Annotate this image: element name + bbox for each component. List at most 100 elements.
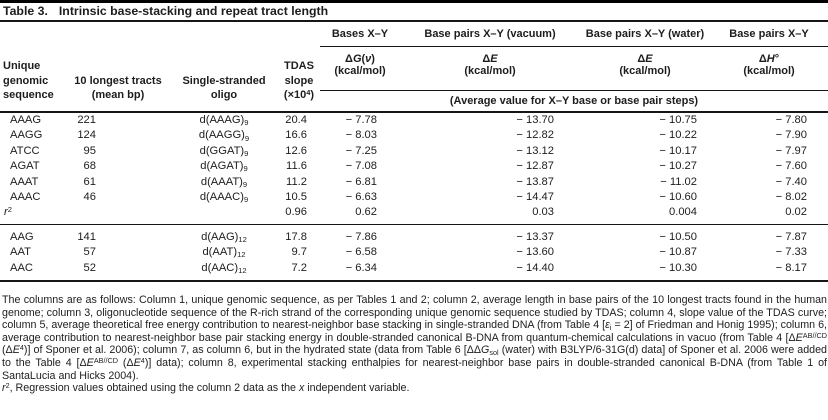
cell-tracts: 124	[77, 129, 96, 142]
cell-slope: 20.4	[285, 114, 307, 126]
table-footnotes: The columns are as follows: Column 1, un…	[0, 294, 828, 395]
cell-dh: − 7.40	[775, 175, 807, 188]
cell-seq: r2	[0, 205, 66, 225]
table-row: AAAC 46 d(AAAC)9 10.5 − 6.63 − 14.47 − 10.60 − …	[0, 190, 828, 205]
col-header-10-longest-tracts: 10 longest tracts (mean bp)	[66, 22, 170, 113]
cell-de_wat: − 10.17	[659, 144, 697, 157]
cell-de_wat: − 11.02	[660, 175, 697, 188]
table-row: AAC 52 d(AAC)12 7.2 − 6.34 − 14.40 − 10.30 − 8.…	[0, 261, 828, 281]
footnote-r2-note: r2, Regression values obtained using the…	[2, 381, 410, 395]
group-header-base-pairs-water: Base pairs X–Y (water)	[580, 22, 710, 47]
cell-dg: − 7.25	[345, 144, 377, 157]
cell-de_wat: − 10.75	[659, 114, 697, 126]
cell-slope: 11.2	[286, 175, 307, 188]
cell-tracts: 221	[77, 114, 96, 126]
cell-oligo: d(AAAG)9	[199, 114, 249, 128]
cell-tracts: 95	[83, 144, 96, 157]
cell-tracts: 46	[83, 191, 96, 204]
cell-dh: − 7.80	[775, 114, 807, 126]
cell-slope: 10.5	[285, 191, 307, 204]
cell-slope: 16.6	[285, 129, 307, 142]
cell-tracts: 61	[83, 175, 96, 188]
cell-de_wat: − 10.22	[659, 129, 697, 142]
cell-slope: 9.7	[291, 246, 307, 259]
data-table: Unique genomic sequence 10 longest tract…	[0, 22, 828, 283]
cell-seq: ATCC	[10, 144, 40, 157]
col-header-delta-e-vacuum: ΔE (kcal/mol)	[400, 46, 580, 91]
cell-oligo: d(GGAT)9	[199, 144, 249, 158]
cell-tracts: 141	[77, 230, 96, 243]
cell-de_vac: − 13.70	[516, 114, 554, 126]
cell-dh: − 7.90	[775, 129, 807, 142]
col-header-delta-e-water: ΔE (kcal/mol)	[580, 46, 710, 91]
header-sub-row: ΔG(ν) (kcal/mol) ΔE (kcal/mol) ΔE (kcal/…	[0, 46, 828, 91]
footnote-column-descriptions: The columns are as follows: Column 1, un…	[2, 294, 828, 382]
table-row: AAAT 61 d(AAAT)9 11.2 − 6.81 − 13.87 − 11.02 − …	[0, 175, 828, 190]
cell-de_vac: − 13.87	[516, 175, 554, 188]
cell-oligo: d(AAAT)9	[200, 175, 248, 189]
cell-de_vac: − 13.60	[516, 246, 554, 259]
cell-oligo	[170, 205, 278, 225]
header-group-row: Unique genomic sequence 10 longest tract…	[0, 22, 828, 113]
col-header-unique-genomic-sequence: Unique genomic sequence	[0, 22, 66, 113]
table-row: AAT 57 d(AAT)12 9.7 − 6.58 − 13.60 − 10.87 − 7.…	[0, 245, 828, 260]
header-average-note: (Average value for X–Y base or base pair…	[320, 90, 828, 113]
tract-group-tetranucleotide: AAAG 221 d(AAAG)9 20.4 − 7.78 − 13.70 − 10.75 −…	[0, 112, 828, 225]
cell-tracts: 68	[83, 160, 96, 173]
cell-seq: AAAC	[10, 191, 41, 204]
table-row: ATCC 95 d(GGAT)9 12.6 − 7.25 − 13.12 − 10.17 − …	[0, 144, 828, 159]
cell-de_vac: − 12.82	[516, 129, 554, 142]
cell-de_wat: 0.004	[580, 205, 710, 225]
cell-dg: − 8.03	[345, 129, 377, 142]
cell-de_vac: − 13.12	[516, 144, 554, 157]
table-number: Table 3.	[3, 4, 48, 18]
table-header: Unique genomic sequence 10 longest tract…	[0, 22, 828, 113]
table-row: r2 0.96 0.62 0.03 0.004 0.02	[0, 205, 828, 225]
group-header-bases-xy: Bases X–Y	[320, 22, 400, 47]
col-header-delta-g: ΔG(ν) (kcal/mol)	[320, 46, 400, 91]
table-row: AAGG 124 d(AAGG)9 16.6 − 8.03 − 12.82 − 10.22 −…	[0, 128, 828, 143]
table-row: AGAT 68 d(AGAT)9 11.6 − 7.08 − 12.87 − 10.27 − …	[0, 159, 828, 174]
cell-seq: AAAT	[10, 175, 39, 188]
cell-dg: − 6.58	[345, 246, 377, 259]
cell-dg: − 7.08	[345, 160, 377, 173]
cell-dg: 0.62	[320, 205, 400, 225]
cell-dg: − 7.78	[345, 114, 377, 126]
cell-de_wat: − 10.60	[659, 191, 697, 204]
table-row: AAG 141 d(AAG)12 17.8 − 7.86 − 13.37 − 10.50 − …	[0, 224, 828, 245]
cell-de_wat: − 10.27	[659, 160, 697, 173]
cell-de_vac: 0.03	[400, 205, 580, 225]
group-header-base-pairs-vacuum: Base pairs X–Y (vacuum)	[400, 22, 580, 47]
cell-seq: AAAG	[10, 114, 42, 126]
tract-group-trinucleotide: AAG 141 d(AAG)12 17.8 − 7.86 − 13.37 − 10.50 − …	[0, 224, 828, 281]
cell-slope: 12.6	[285, 144, 307, 157]
cell-slope: 0.96	[278, 205, 320, 225]
cell-dg: − 6.34	[345, 261, 377, 274]
cell-dh: − 7.97	[775, 144, 807, 157]
cell-de_vac: − 14.47	[516, 191, 554, 204]
cell-tracts: 52	[83, 261, 96, 274]
cell-oligo: d(AAC)12	[201, 261, 247, 275]
cell-seq: AAGG	[10, 129, 43, 142]
cell-slope: 11.6	[286, 160, 307, 173]
cell-seq: AAG	[10, 230, 34, 243]
cell-dg: − 7.86	[345, 230, 377, 243]
cell-dh: − 7.33	[775, 246, 807, 259]
cell-slope: 17.8	[285, 230, 307, 243]
table-title-bar: Table 3. Intrinsic base-stacking and repe…	[0, 0, 828, 22]
cell-dh: − 7.87	[775, 230, 807, 243]
cell-oligo: d(AAT)12	[202, 246, 246, 260]
col-header-tdas-slope: TDAS slope (×104)	[278, 22, 320, 113]
cell-seq: AAC	[10, 261, 34, 274]
cell-de_vac: − 13.37	[516, 230, 554, 243]
col-header-delta-h: ΔH° (kcal/mol)	[710, 46, 828, 91]
cell-de_wat: − 10.30	[659, 261, 697, 274]
cell-seq: AAT	[10, 246, 31, 259]
cell-dg: − 6.63	[345, 191, 377, 204]
cell-tracts	[66, 205, 170, 225]
cell-slope: 7.2	[291, 261, 307, 274]
cell-dh: − 8.02	[775, 191, 807, 204]
cell-tracts: 57	[83, 246, 96, 259]
cell-oligo: d(AAG)12	[201, 230, 247, 244]
